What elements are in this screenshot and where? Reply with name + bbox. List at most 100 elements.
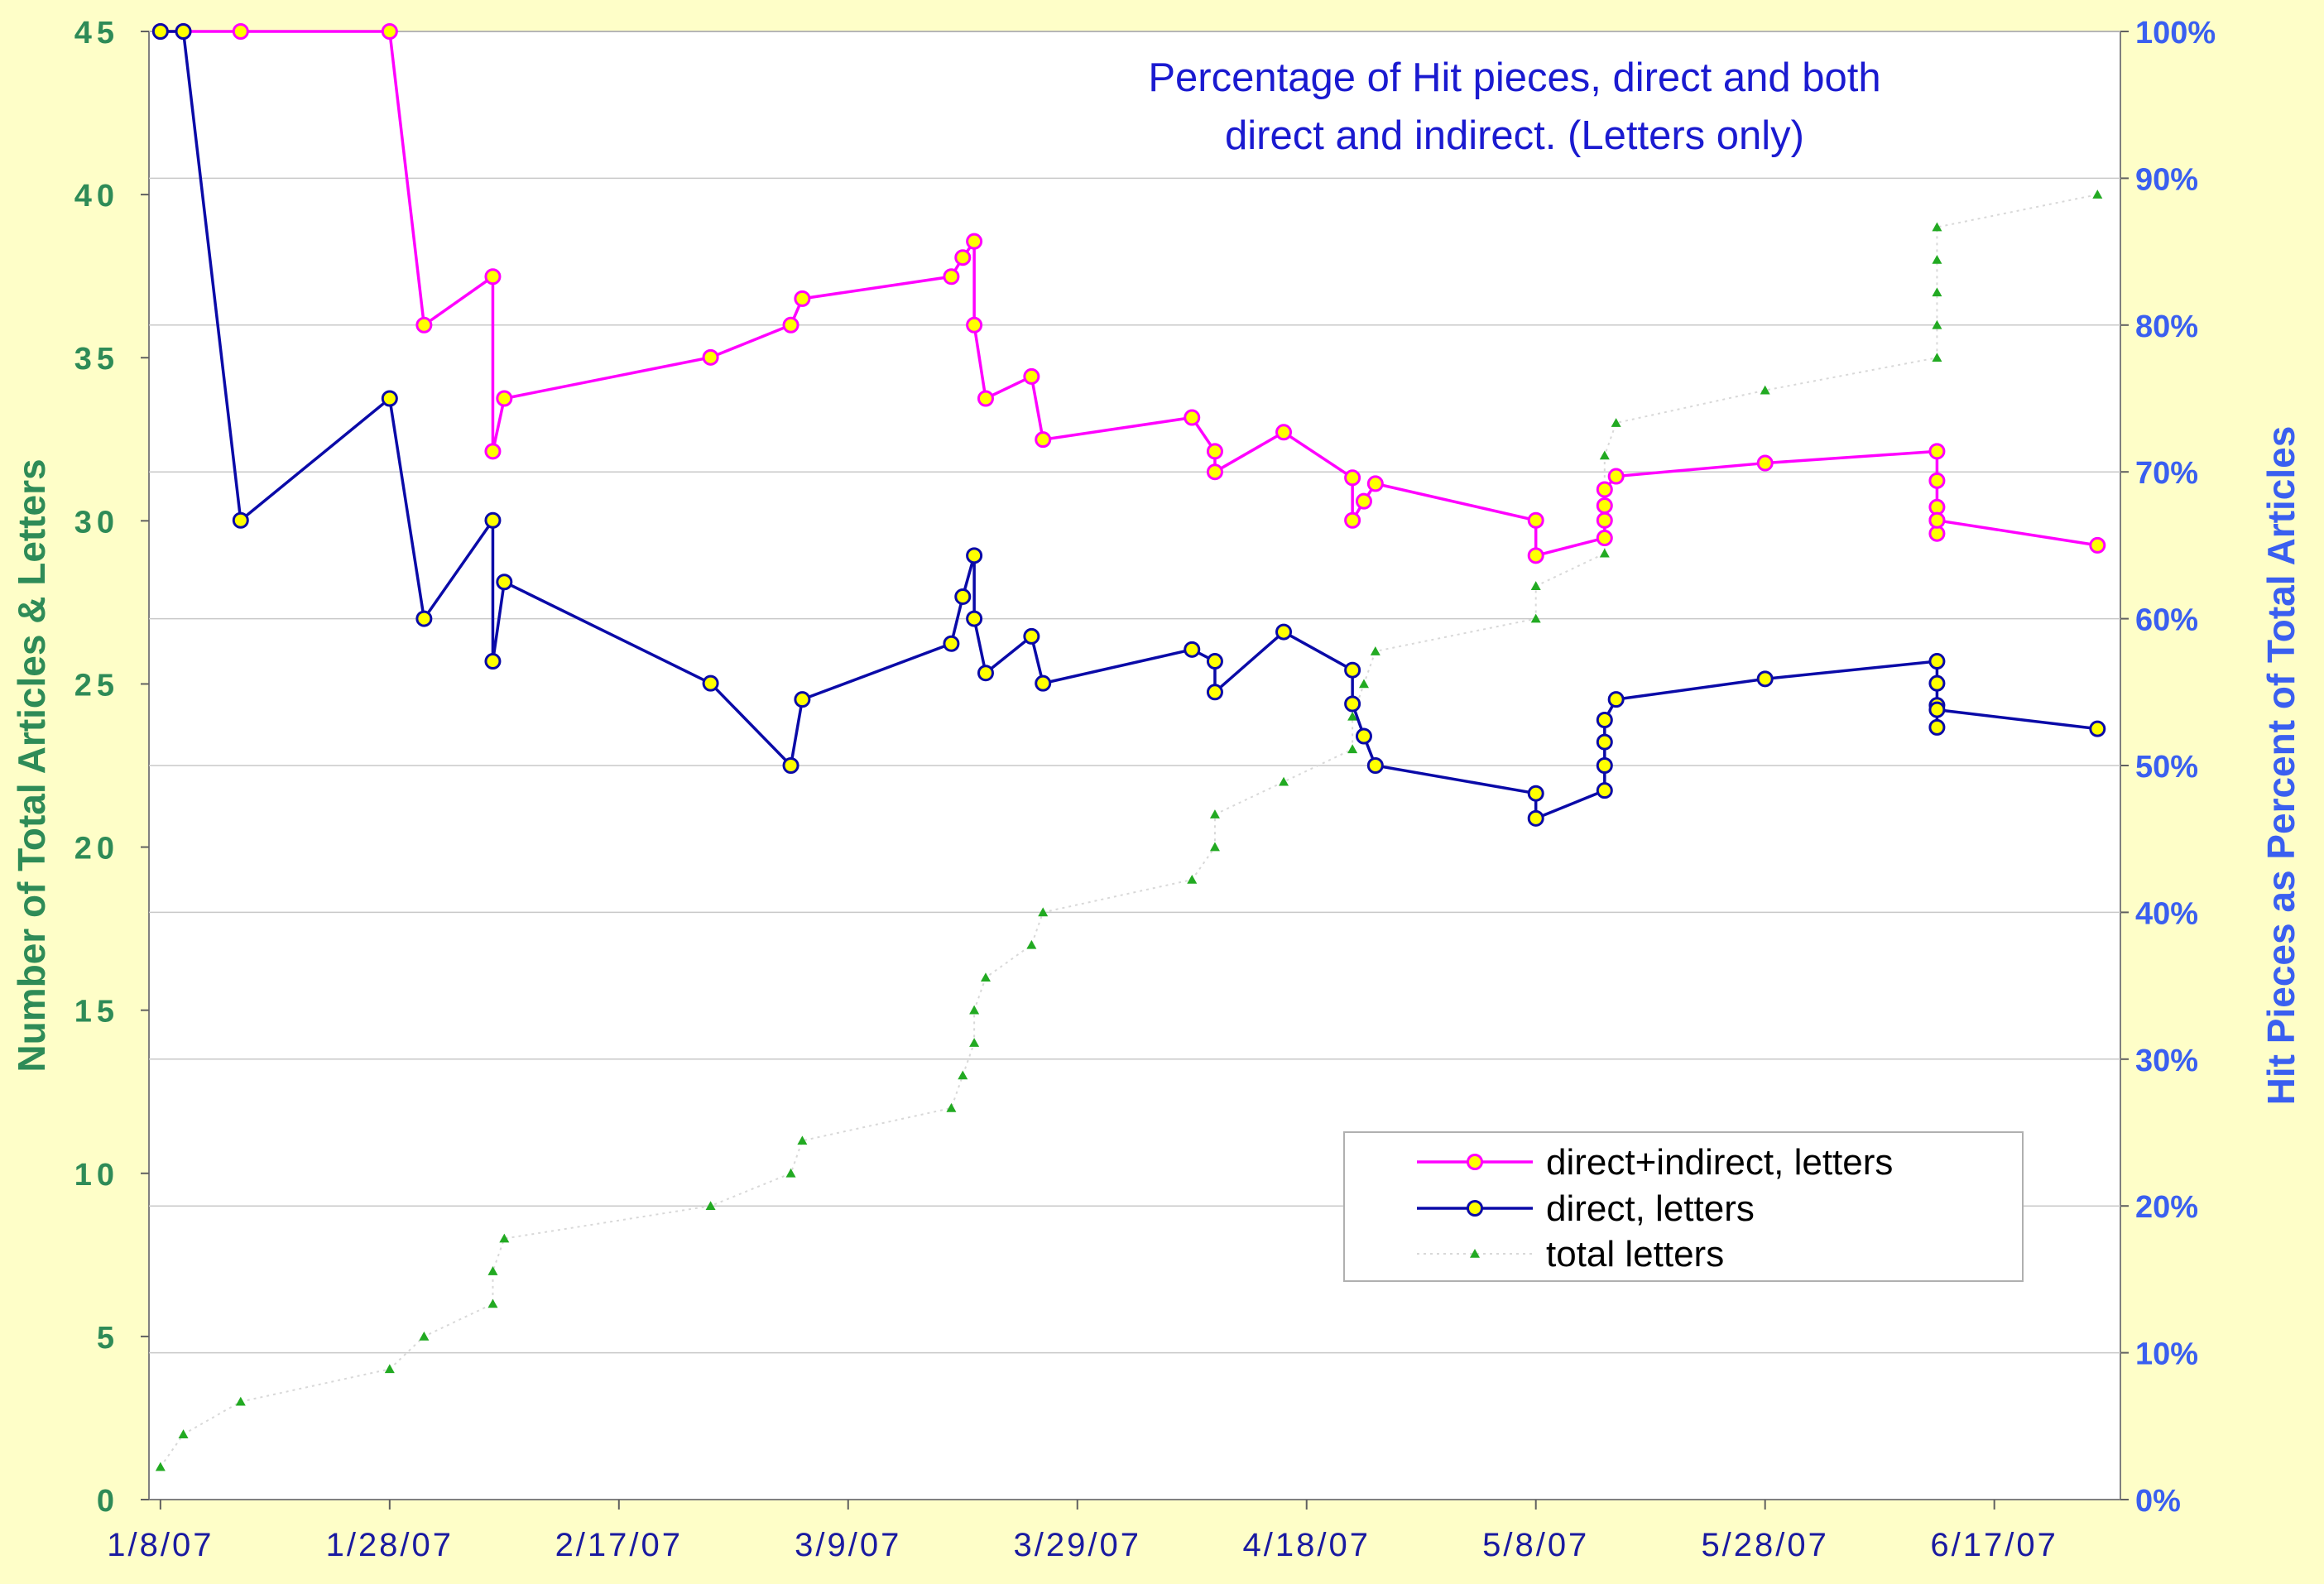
direct-point [702, 674, 719, 692]
direct-point [1355, 727, 1372, 745]
legend-label-direct-indirect: direct+indirect, letters [1546, 1142, 1893, 1183]
total-letters-point [980, 972, 991, 982]
right-tick-label: 100% [2135, 16, 2216, 50]
left-tick-label: 40 [74, 179, 119, 214]
total-letters-point [178, 1429, 189, 1438]
left-tick-label: 25 [74, 668, 119, 703]
direct-indirect-point [1035, 431, 1052, 449]
total-letters-point [499, 1233, 510, 1243]
x-tick-label: 6/17/07 [1930, 1527, 2058, 1563]
direct-indirect-point [1596, 530, 1613, 547]
direct-point [381, 390, 398, 407]
direct-point [1206, 653, 1223, 670]
total-letters-point [958, 1070, 968, 1080]
direct-indirect-point [1527, 547, 1544, 564]
total-letters-point [1358, 679, 1369, 689]
legend-label-total-letters: total letters [1546, 1234, 1724, 1274]
direct-point [1527, 809, 1544, 827]
direct-point [1928, 653, 1946, 670]
right-tick-label: 90% [2135, 162, 2198, 197]
right-tick-label: 10% [2135, 1337, 2198, 1372]
direct-indirect-point [966, 316, 983, 334]
direct-indirect-point [1366, 475, 1384, 492]
left-tick-label: 5 [97, 1321, 119, 1356]
direct-indirect-point [2089, 536, 2106, 554]
direct-point [1344, 695, 1361, 713]
direct-point [782, 757, 799, 774]
direct-point [1184, 641, 1201, 658]
left-tick-label: 30 [74, 505, 119, 540]
direct-line [160, 30, 2098, 821]
right-tick-label: 80% [2135, 310, 2198, 344]
total-letters-point [384, 1364, 395, 1374]
right-tick-label: 30% [2135, 1044, 2198, 1078]
direct-indirect-point [1206, 443, 1223, 460]
left-tick-label: 20 [74, 832, 119, 866]
total-letters-point [1370, 646, 1380, 655]
direct-point [1928, 718, 1946, 736]
direct-indirect-point [794, 290, 811, 307]
direct-point [1023, 627, 1040, 645]
legend-marker-direct [1467, 1200, 1483, 1217]
direct-point [966, 547, 983, 564]
total-letters-point [1347, 711, 1358, 721]
direct-point [496, 574, 513, 591]
direct-point [1756, 670, 1774, 688]
x-tick-label: 3/29/07 [1014, 1527, 1141, 1563]
chart-title-line-1: Percentage of Hit pieces, direct and bot… [1148, 55, 1880, 100]
direct-point [2089, 720, 2106, 737]
direct-point [1035, 674, 1052, 692]
legend-box [1343, 1131, 2024, 1282]
direct-indirect-point [1596, 511, 1613, 529]
total-letters-point [969, 1038, 980, 1047]
direct-point [1928, 701, 1946, 718]
total-letters-point [1760, 385, 1770, 395]
total-letters-point [155, 1462, 166, 1471]
legend-label-direct: direct, letters [1546, 1188, 1755, 1229]
direct-indirect-point [484, 443, 502, 460]
legend: direct+indirect, letters direct, letters… [1343, 1131, 2024, 1282]
total-letters-point [1209, 809, 1220, 818]
direct-indirect-point [966, 233, 983, 250]
direct-indirect-point [1928, 525, 1946, 542]
total-letters-point [487, 1298, 498, 1308]
direct-point [1928, 674, 1946, 692]
right-tick-label: 0% [2135, 1484, 2181, 1519]
direct-indirect-point [954, 249, 972, 266]
total-letters-point [1932, 287, 1942, 297]
total-letters-point [1279, 776, 1289, 786]
total-letters-point [785, 1168, 796, 1178]
direct-indirect-point [1184, 409, 1201, 426]
total-letters-point [1187, 874, 1198, 884]
direct-point [484, 511, 502, 529]
direct-point [1596, 712, 1613, 729]
total-letters-point [1530, 581, 1541, 590]
direct-indirect-point [1928, 498, 1946, 516]
total-letters-point [2092, 190, 2103, 199]
direct-indirect-point [1928, 511, 1946, 529]
x-tick-label: 5/8/07 [1482, 1527, 1589, 1563]
direct-indirect-point [1596, 481, 1613, 498]
total-letters-line [160, 194, 2098, 1468]
left-tick-label: 0 [97, 1484, 119, 1519]
direct-point [954, 588, 972, 605]
right-tick-label: 60% [2135, 603, 2198, 638]
axes: 0 5 10 15 20 25 30 35 40 45 0% 10% 20% 30% 40% 50% 60% 70… [74, 16, 2216, 1563]
direct-indirect-point [1596, 497, 1613, 515]
total-letters-point [969, 1005, 980, 1015]
total-letters-point [487, 1266, 498, 1275]
right-tick-label: 70% [2135, 456, 2198, 491]
total-letters-point [1932, 222, 1942, 232]
left-tick-label: 10 [74, 1158, 119, 1193]
left-tick-label: 45 [74, 16, 119, 50]
direct-indirect-point [977, 390, 994, 407]
direct-indirect-point [484, 268, 502, 286]
direct-point [1596, 757, 1613, 774]
left-tick-label: 35 [74, 342, 119, 377]
total-letters-point [1599, 450, 1610, 460]
total-letters-point [235, 1396, 246, 1406]
direct-point [1275, 623, 1293, 641]
direct-indirect-point [1928, 472, 1946, 489]
total-letters-point [1611, 418, 1621, 427]
total-letters-point [705, 1201, 716, 1210]
